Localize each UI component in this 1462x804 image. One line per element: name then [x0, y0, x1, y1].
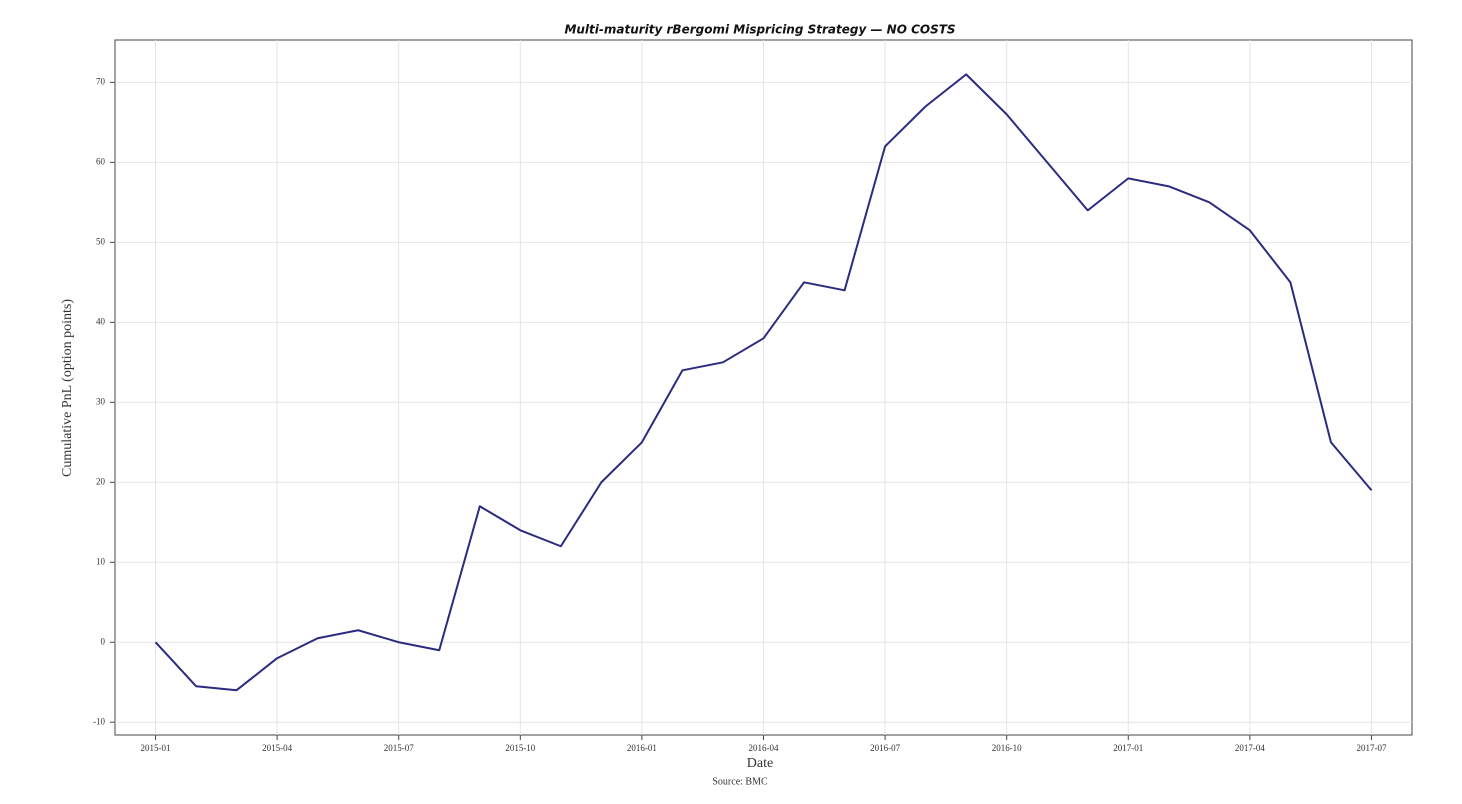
y-tick-label: 50 — [96, 236, 106, 246]
y-tick-label: 0 — [101, 636, 106, 646]
pnl-line — [154, 73, 1373, 692]
x-tick-label: 2015-10 — [505, 743, 535, 753]
x-axis-label: Date — [747, 756, 773, 771]
x-tick-label: 2015-04 — [262, 743, 292, 753]
y-tick-label: 30 — [96, 396, 106, 406]
x-tick-label: 2016-04 — [749, 743, 779, 753]
y-tick-label: 10 — [96, 556, 106, 566]
y-tick-label: 60 — [96, 156, 106, 166]
y-tick-label: 40 — [96, 316, 106, 326]
x-tick-label: 2016-10 — [992, 743, 1022, 753]
y-axis-label: Cumulative PnL (option points) — [60, 299, 75, 477]
y-tick-label: -10 — [93, 716, 105, 726]
chart-title: Multi-maturity rBergomi Mispricing Strat… — [564, 23, 955, 37]
x-tick-label: 2016-07 — [870, 743, 900, 753]
x-tick-label: 2017-07 — [1356, 743, 1386, 753]
source-note: Source: BMC — [712, 776, 768, 787]
x-tick-label: 2017-01 — [1113, 743, 1143, 753]
y-tick-label: 70 — [96, 76, 106, 86]
x-tick-label: 2015-07 — [384, 743, 414, 753]
x-tick-label: 2017-04 — [1235, 743, 1265, 753]
x-tick-label: 2015-01 — [141, 743, 171, 753]
y-tick-label: 20 — [96, 476, 106, 486]
x-tick-label: 2016-01 — [627, 743, 657, 753]
